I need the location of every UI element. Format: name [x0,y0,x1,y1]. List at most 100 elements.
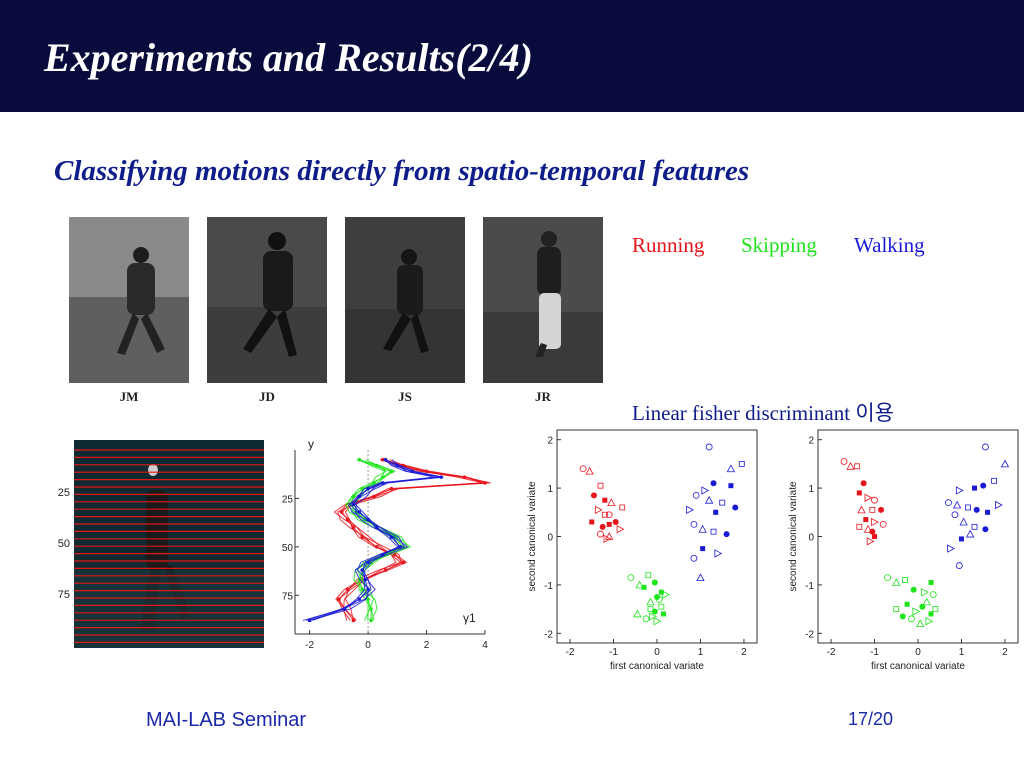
trajectory-point-walking [357,510,362,514]
scatter-point-running [597,530,604,538]
walker-photo-js [345,217,465,383]
scatter-point-running [601,511,608,518]
scatter-point-running [840,458,848,465]
scatter-point-skipping [899,613,906,620]
scatter-point-walking [690,554,698,562]
trajectory-point-walking [360,568,365,572]
scatter-point-skipping [925,617,934,626]
scatter-point-skipping [662,590,671,599]
trajectory-point-walking [380,552,385,557]
scatter-xtick-label: 0 [915,647,921,658]
scatter-point-skipping [654,594,660,601]
scatter-point-walking [726,464,736,473]
trajectory-point-skipping [366,597,370,601]
trajectory-point-walking [410,469,414,474]
trajectory-point-walking [395,463,400,468]
trajectory-point-skipping [372,481,376,485]
scatter-point-walking [972,485,978,491]
scatter-chart-right: -2 -1 0 1 2 2 1 0 -1 -2 first canonical variate sec… [788,429,1019,672]
scatter-point-walking [951,511,959,519]
trajectory-line-running [338,459,489,621]
scatter-point-walking [971,523,978,530]
trajectory-point-running [383,568,388,572]
legend-skipping: Skipping [741,233,817,257]
trajectory-point-running [351,525,356,530]
scatter-chart-left: -2 -1 0 1 2 2 1 0 -1 -2 first canonical variate sec… [527,429,758,672]
trajectory-point-walking [380,481,385,485]
scatter-point-running [872,534,878,539]
legend-walking: Walking [854,233,925,257]
scatter-point-skipping [649,612,657,621]
trajectory-point-walking [342,607,347,611]
scatter-point-walking [719,499,726,506]
scatter-point-running [589,519,595,525]
photo-label-jm: JM [119,389,139,404]
line-chart-ylabel: y [308,437,314,451]
trajectory-point-walking [398,545,403,549]
scatter-point-skipping [647,606,654,613]
scatter-ylabel: second canonical variate [527,481,538,592]
scatter-point-walking [973,506,980,513]
trajectory-point-skipping [360,486,365,491]
scatter-point-running [619,504,626,511]
scatter-point-running [863,524,873,533]
scatter-point-running [879,520,887,528]
scatter-point-walking [701,486,710,495]
line-chart-ytick-label: 75 [282,591,294,602]
scatter-ytick-label: -2 [544,629,553,640]
trajectory-point-walking [357,494,362,499]
trajectory-point-walking [439,475,443,479]
scatter-ytick-label: 2 [808,436,814,447]
silhouette-panel: 25 50 75 [58,440,264,648]
scatter-point-running [603,534,612,544]
scatter-point-skipping [661,611,667,617]
silhouette-ytick-50: 50 [58,538,70,550]
silhouette-ytick-25: 25 [58,487,70,499]
scatter-point-running [869,528,876,535]
scatter-point-walking [955,486,964,495]
photo-label-jd: JD [259,389,275,404]
scatter-ytick-label: 1 [547,484,553,495]
scatter-point-skipping [904,601,910,607]
scatter-point-walking [995,500,1003,510]
trajectory-point-skipping [360,587,365,592]
trajectory-line-chart: y γ1 -2 0 2 4 25 50 75 [282,437,491,651]
scatter-ytick-label: -1 [544,581,553,592]
trajectory-point-running [372,494,376,499]
trajectory-line-running [337,459,484,621]
scatter-point-skipping [892,578,901,586]
scatter-point-skipping [912,607,921,616]
trajectory-point-running [483,481,487,485]
scatter-point-running [585,466,594,475]
scatter-point-skipping [929,591,937,598]
scatter-point-skipping [642,615,650,623]
trajectory-line-running [335,459,483,621]
scatter-point-walking [696,573,705,582]
trajectory-point-running [375,545,379,549]
scatter-ytick-label: 2 [547,436,553,447]
scatter-point-running [854,463,861,470]
scatter-point-walking [705,443,713,451]
trajectory-point-skipping [369,618,373,623]
walker-figure-js [345,217,465,383]
line-chart-xtick-label: -2 [305,640,314,651]
scatter-point-walking [945,499,952,507]
scatter-point-walking [710,480,717,487]
scatter-point-skipping [645,572,652,579]
trajectory-point-running [351,618,356,623]
title-bar [0,0,1024,112]
scatter-point-skipping [908,615,915,623]
scatter-ytick-label: 0 [808,533,814,544]
trajectory-point-walking [366,486,370,491]
line-chart-xtick-label: 2 [424,640,430,651]
scatter-point-walking [991,477,997,484]
footer-page-number: 17/20 [848,709,894,729]
trajectory-point-running [345,587,350,592]
scatter-point-walking [959,517,968,526]
trajectory-point-running [360,535,365,539]
scatter-point-skipping [658,589,664,595]
scatter-point-walking [686,505,694,515]
scatter-point-running [597,482,604,489]
trajectory-point-skipping [389,469,394,474]
scatter-point-skipping [633,609,642,618]
